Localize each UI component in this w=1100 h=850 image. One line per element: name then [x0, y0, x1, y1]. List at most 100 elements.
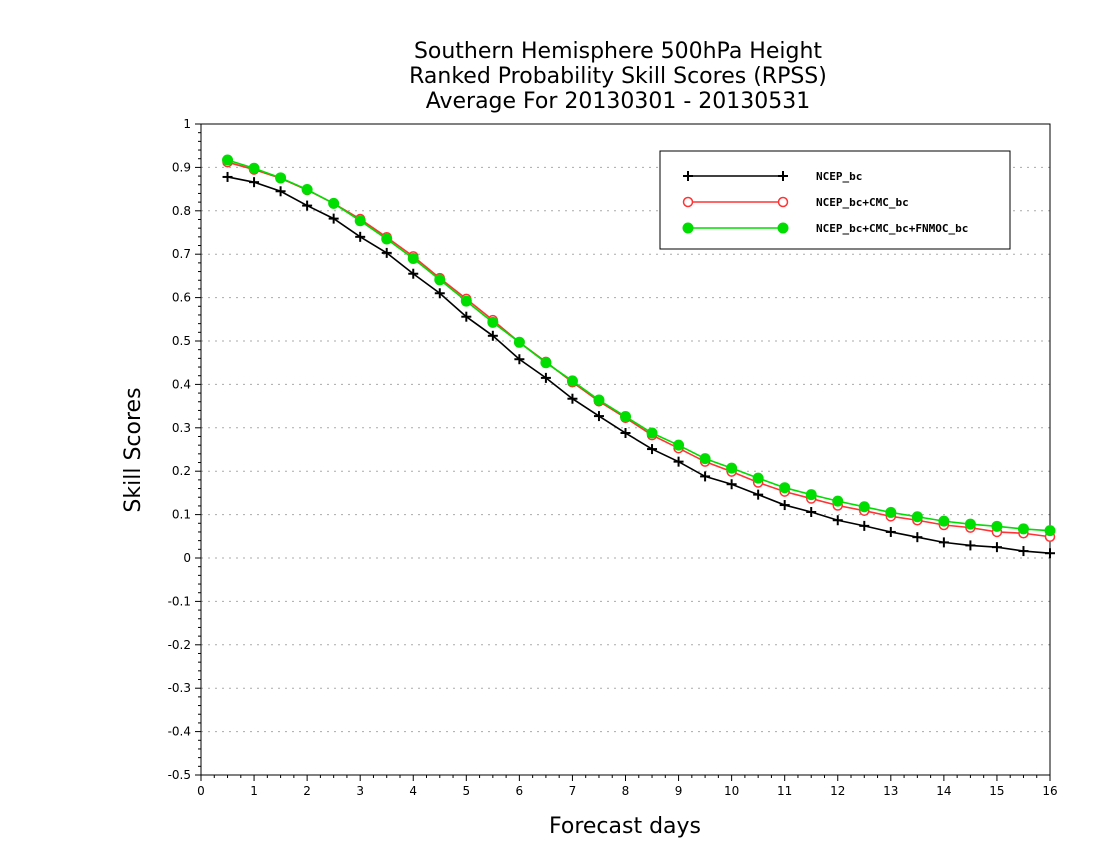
data-point	[328, 213, 339, 224]
data-point	[461, 311, 472, 322]
data-point	[355, 231, 366, 242]
data-point	[1045, 548, 1055, 559]
data-point	[513, 336, 525, 348]
data-point	[566, 375, 578, 387]
data-point	[275, 172, 287, 184]
data-point	[328, 197, 340, 209]
data-point	[249, 177, 260, 188]
chart-title-line: Average For 20130301 - 20130531	[426, 89, 811, 114]
x-tick-label: 15	[989, 784, 1004, 798]
y-tick-label: -0.3	[168, 681, 191, 695]
data-point	[487, 330, 498, 341]
y-tick-label: 1	[183, 117, 191, 131]
data-point	[593, 411, 604, 422]
data-point	[1018, 546, 1029, 557]
legend-label: NCEP_bc	[816, 170, 862, 183]
data-point	[222, 154, 234, 166]
data-point	[885, 506, 897, 518]
legend: NCEP_bc NCEP_bc+CMC_bc NCEP_bc+CMC_bc+FNMO…	[659, 150, 1011, 250]
data-point	[885, 526, 896, 537]
y-tick-label: 0.4	[172, 377, 191, 391]
y-tick-label: -0.4	[168, 725, 191, 739]
x-tick-label: 7	[569, 784, 577, 798]
legend-box	[659, 150, 1011, 250]
y-tick-label: -0.1	[168, 594, 191, 608]
data-point	[779, 482, 791, 494]
data-point	[779, 500, 790, 511]
x-tick-label: 9	[675, 784, 683, 798]
legend-marker	[683, 171, 693, 181]
chart-title-line: Ranked Probability Skill Scores (RPSS)	[409, 64, 827, 89]
data-point	[620, 411, 631, 423]
y-tick-label: 0.2	[172, 464, 191, 478]
x-tick-label: 10	[724, 784, 739, 798]
x-tick-label: 3	[356, 784, 364, 798]
data-point	[302, 200, 313, 211]
y-tick-label: 0.1	[172, 508, 191, 522]
data-point	[620, 428, 631, 439]
data-point	[301, 184, 313, 196]
legend-label: NCEP_bc+CMC_bc+FNMOC_bc	[816, 222, 968, 235]
x-tick-label: 0	[197, 784, 205, 798]
x-tick-label: 14	[936, 784, 951, 798]
data-point	[593, 394, 605, 406]
y-axis-ticks: -0.5 -0.4 -0.3 -0.2 -0.1 0 0.1 0.2 0.3 0.4 0.5 0.6 0…	[168, 117, 201, 782]
y-tick-label: 0.6	[172, 291, 191, 305]
data-point	[938, 537, 949, 548]
x-tick-label: 4	[409, 784, 417, 798]
legend-label: NCEP_bc+CMC_bc	[816, 196, 909, 209]
y-axis-label: Skill Scores	[121, 387, 146, 512]
data-point	[964, 518, 976, 530]
data-point	[514, 354, 525, 365]
data-point	[965, 540, 976, 551]
data-point	[991, 542, 1002, 553]
series-lines	[222, 154, 1056, 559]
data-point	[408, 268, 419, 279]
x-axis-label: Forecast days	[549, 814, 701, 839]
x-axis-ticks: 0 1 2 3 4 5 6 7 8 9 10 11 12 13 14 15 16	[197, 775, 1058, 798]
data-point	[248, 162, 260, 174]
data-point	[540, 357, 552, 369]
data-point	[673, 456, 684, 467]
data-point	[752, 472, 764, 484]
data-point	[434, 288, 445, 299]
data-point	[673, 439, 685, 451]
data-point	[805, 489, 817, 501]
x-tick-label: 2	[303, 784, 311, 798]
chart-title: Southern Hemisphere 500hPa HeightRanked …	[409, 39, 827, 114]
x-tick-label: 11	[777, 784, 792, 798]
data-point	[991, 520, 1003, 532]
legend-marker	[682, 222, 694, 234]
data-point	[460, 295, 472, 307]
y-tick-label: 0.7	[172, 247, 191, 261]
data-point	[1017, 523, 1029, 535]
y-tick-label: 0	[183, 551, 191, 565]
data-point	[699, 453, 711, 465]
x-tick-label: 8	[622, 784, 630, 798]
data-point	[700, 471, 711, 482]
series-2	[222, 154, 1056, 537]
legend-marker	[778, 171, 788, 181]
data-point	[753, 489, 764, 500]
data-point	[275, 186, 286, 197]
data-point	[567, 393, 578, 404]
x-tick-label: 1	[250, 784, 258, 798]
x-tick-label: 12	[830, 784, 845, 798]
data-point	[407, 253, 419, 265]
data-point	[858, 501, 870, 513]
data-point	[832, 495, 844, 507]
y-tick-label: 0.8	[172, 204, 191, 218]
x-tick-label: 16	[1042, 784, 1057, 798]
data-point	[859, 520, 870, 531]
data-point	[912, 532, 923, 543]
x-tick-label: 5	[462, 784, 470, 798]
data-point	[911, 511, 923, 523]
data-point	[354, 215, 366, 227]
x-tick-label: 13	[883, 784, 898, 798]
grid-lines	[201, 166, 1050, 733]
series-0	[222, 171, 1055, 559]
data-point	[726, 479, 737, 490]
y-tick-label: 0.5	[172, 334, 191, 348]
data-point	[938, 515, 950, 527]
